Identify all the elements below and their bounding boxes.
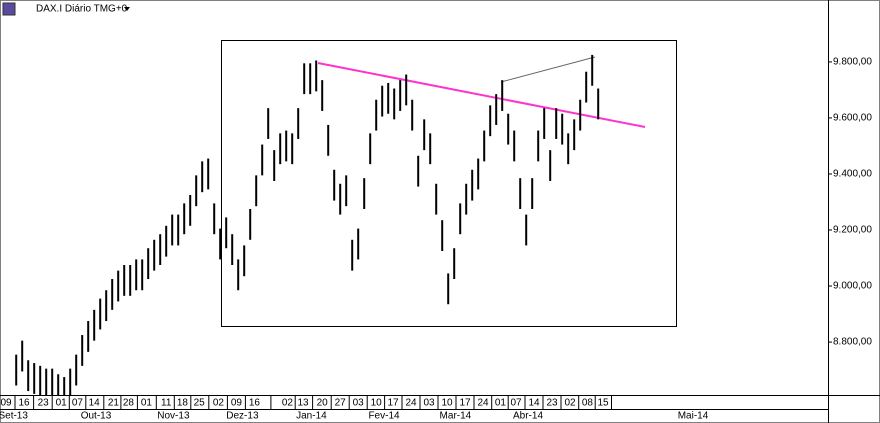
chart-title: DAX.I Diário TMG+0 bbox=[36, 4, 128, 15]
x-tick-label: 23 bbox=[38, 398, 50, 409]
month-label: Set-13 bbox=[0, 411, 28, 422]
month-label: Mai-14 bbox=[678, 411, 709, 422]
x-tick-label: 01 bbox=[141, 398, 153, 409]
x-tick-label: 14 bbox=[89, 398, 101, 409]
x-tick-label: 28 bbox=[123, 398, 135, 409]
x-tick-label: 17 bbox=[459, 398, 471, 409]
x-tick-label: 03 bbox=[423, 398, 435, 409]
x-tick-label: 16 bbox=[18, 398, 30, 409]
x-tick-label: 07 bbox=[72, 398, 84, 409]
annotation-box bbox=[221, 40, 677, 327]
x-tick-label: 07 bbox=[510, 398, 522, 409]
x-tick-label: 02 bbox=[282, 398, 294, 409]
x-tick-label: 08 bbox=[582, 398, 594, 409]
x-tick-label: 24 bbox=[405, 398, 417, 409]
dropdown-arrow[interactable] bbox=[124, 7, 130, 11]
x-tick-label: 09 bbox=[231, 398, 243, 409]
x-tick-label: 10 bbox=[441, 398, 453, 409]
y-tick-label: 8.800,00 bbox=[833, 337, 872, 348]
month-label: Jan-14 bbox=[296, 411, 327, 422]
month-label: Nov-13 bbox=[157, 411, 190, 422]
x-tick-label: 21 bbox=[108, 398, 120, 409]
x-tick-label: 16 bbox=[249, 398, 261, 409]
x-tick-label: 20 bbox=[317, 398, 329, 409]
y-tick-label: 9.600,00 bbox=[833, 113, 872, 124]
x-tick-label: 18 bbox=[177, 398, 189, 409]
y-tick-label: 9.200,00 bbox=[833, 225, 872, 236]
x-tick-label: 01 bbox=[495, 398, 507, 409]
y-tick-label: 9.000,00 bbox=[833, 281, 872, 292]
x-tick-label: 10 bbox=[371, 398, 383, 409]
x-tick-label: 11 bbox=[161, 398, 172, 409]
symbol-icon[interactable] bbox=[2, 2, 16, 16]
x-tick-label: 27 bbox=[335, 398, 347, 409]
month-label: Fev-14 bbox=[368, 411, 400, 422]
x-tick-label: 25 bbox=[194, 398, 206, 409]
annotation-line bbox=[500, 56, 596, 83]
x-tick-label: 03 bbox=[353, 398, 365, 409]
x-tick-label: 01 bbox=[56, 398, 68, 409]
month-label: Mar-14 bbox=[440, 411, 472, 422]
x-tick-label: 09 bbox=[0, 398, 12, 409]
y-tick-label: 9.800,00 bbox=[833, 57, 872, 68]
x-tick-label: 13 bbox=[297, 398, 309, 409]
x-tick-label: 24 bbox=[477, 398, 489, 409]
x-tick-label: 17 bbox=[387, 398, 399, 409]
bars bbox=[15, 54, 600, 395]
x-tick-label: 23 bbox=[546, 398, 558, 409]
month-label: Out-13 bbox=[81, 411, 112, 422]
x-tick-label: 15 bbox=[597, 398, 609, 409]
x-tick-label: 14 bbox=[528, 398, 540, 409]
month-label: Abr-14 bbox=[513, 411, 543, 422]
x-tick-label: 02 bbox=[564, 398, 576, 409]
x-tick-label: 02 bbox=[213, 398, 225, 409]
y-tick-label: 9.400,00 bbox=[833, 169, 872, 180]
trend-line bbox=[317, 62, 646, 128]
month-label: Dez-13 bbox=[226, 411, 259, 422]
